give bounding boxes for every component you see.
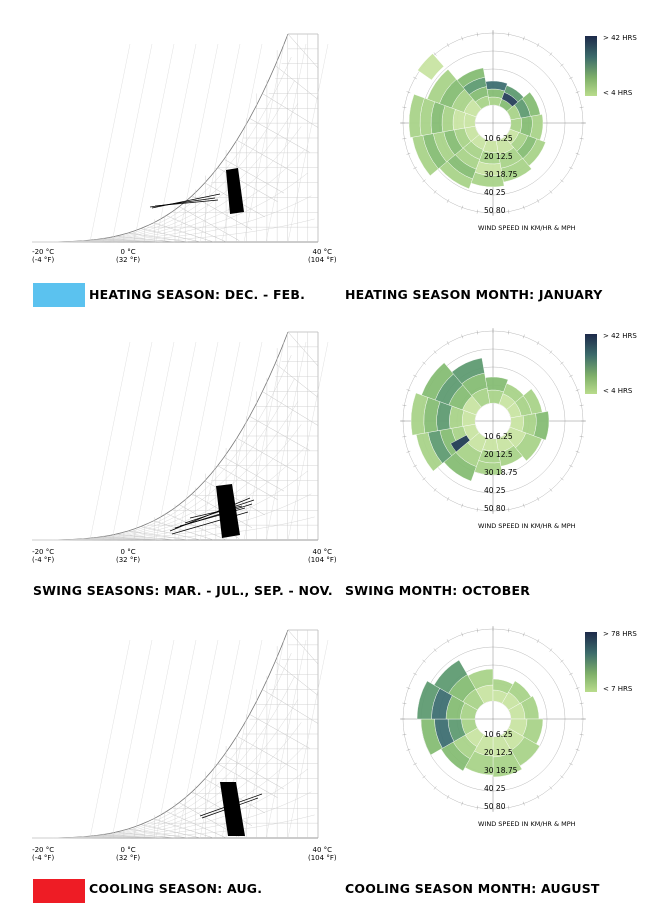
wind-rose-petal (456, 67, 486, 88)
ring-label: 30 18.75 (484, 170, 518, 179)
wind-rose-petal (433, 659, 468, 694)
wind-rose (400, 30, 586, 216)
wind-rose-petal (421, 362, 454, 401)
psychrometric-chart (32, 629, 329, 839)
hourly-lines (199, 793, 263, 819)
legend-color-bar (585, 36, 597, 96)
comfort-zone-polygon (220, 782, 245, 836)
temp-tick-0: 0 °C (32 °F) (116, 846, 141, 862)
month-caption: SWING MONTH: OCTOBER (345, 583, 531, 598)
temp-tick-minus20: -20 °C (-4 °F) (32, 548, 55, 564)
wind-speed-caption: WIND SPEED IN KM/HR & MPH (478, 224, 576, 232)
wind-rose-petal (410, 392, 429, 436)
legend-color-bar (585, 632, 597, 692)
temp-tick-40: 40 °C (104 °F) (308, 846, 337, 862)
psychrometric-grid (32, 33, 329, 243)
wind-rose-petal (426, 69, 457, 104)
legend-low-label: < 4 HRS (603, 89, 633, 97)
season-caption: HEATING SEASON: DEC. - FEB. (89, 287, 306, 302)
season-caption: COOLING SEASON: AUG. (89, 881, 263, 896)
ring-label: 10 6.25 (484, 730, 513, 739)
legend-low-label: < 4 HRS (603, 387, 633, 395)
cooling-panel: -20 °C (-4 °F) 0 °C (32 °F) 40 °C (104 °F) … (0, 596, 650, 903)
wind-rose-petal (408, 94, 425, 138)
temp-tick-40: 40 °C (104 °F) (308, 548, 337, 564)
wind-rose-petal (416, 680, 441, 720)
hours-legend: > 42 HRS < 4 HRS (585, 34, 650, 106)
temp-tick-0: 0 °C (32 °F) (116, 248, 141, 264)
ring-label: 40 25 (484, 784, 506, 793)
wind-rose-petal (436, 401, 453, 432)
wind-speed-caption: WIND SPEED IN KM/HR & MPH (478, 522, 576, 530)
legend-low-label: < 7 HRS (603, 685, 633, 693)
legend-color-bar (585, 334, 597, 394)
psychrometric-chart (32, 331, 329, 541)
season-color-swatch (33, 879, 85, 903)
wind-speed-caption: WIND SPEED IN KM/HR & MPH (478, 820, 576, 828)
wind-rose-petal (485, 80, 508, 92)
ring-label: 20 12.5 (484, 450, 513, 459)
month-caption: HEATING SEASON MONTH: JANUARY (345, 287, 603, 302)
comfort-zone-polygon (226, 168, 244, 214)
season-caption: SWING SEASONS: MAR. - JUL., SEP. - NOV. (33, 583, 333, 598)
wind-rose-petal (533, 411, 550, 441)
ring-label: 20 12.5 (484, 152, 513, 161)
ring-label: 20 12.5 (484, 748, 513, 757)
wind-rose-petal (485, 376, 509, 393)
temp-tick-40: 40 °C (104 °F) (308, 248, 337, 264)
wind-rose-petals (416, 659, 544, 778)
wind-rose-petal (492, 751, 523, 778)
wind-rose (400, 626, 586, 812)
wind-rose-petals (408, 53, 546, 190)
ring-label: 30 18.75 (484, 468, 518, 477)
wind-rose-petal (464, 750, 494, 776)
wind-rose (400, 328, 586, 514)
ring-label: 30 18.75 (484, 766, 518, 775)
ring-label: 50 80 (484, 504, 506, 513)
psychrometric-grid (32, 331, 329, 541)
hours-legend: > 42 HRS < 4 HRS (585, 332, 650, 404)
wind-rose-petal (474, 460, 503, 476)
ring-label: 10 6.25 (484, 432, 513, 441)
temp-tick-0: 0 °C (32 °F) (116, 548, 141, 564)
ring-label: 40 25 (484, 486, 506, 495)
wind-rose-petal (515, 432, 543, 462)
hourly-lines (169, 497, 255, 535)
wind-rose-petal (417, 53, 445, 81)
wind-rose-petals (410, 357, 550, 482)
psychrometric-grid (32, 629, 329, 839)
ring-label: 50 80 (484, 206, 506, 215)
wind-rose-petal (486, 88, 505, 99)
ring-label: 40 25 (484, 188, 506, 197)
season-color-swatch (33, 283, 85, 307)
wind-rose-petal (470, 172, 505, 188)
legend-high-label: > 42 HRS (603, 332, 637, 340)
wind-rose-petal (450, 434, 471, 453)
legend-high-label: > 42 HRS (603, 34, 637, 42)
psychrometric-chart (32, 33, 329, 243)
wind-rose-petal (451, 357, 485, 385)
swing-panel: -20 °C (-4 °F) 0 °C (32 °F) 40 °C (104 °F) … (0, 298, 650, 598)
ring-label: 50 80 (484, 802, 506, 811)
heating-panel: -20 °C (-4 °F) 0 °C (32 °F) 40 °C (104 °F) … (0, 0, 650, 307)
hourly-lines (149, 193, 221, 209)
wind-rose-petal (467, 668, 494, 690)
comfort-zone-polygon (216, 484, 240, 538)
hours-legend: > 78 HRS < 7 HRS (585, 630, 650, 702)
legend-high-label: > 78 HRS (603, 630, 637, 638)
temp-tick-minus20: -20 °C (-4 °F) (32, 846, 55, 862)
temp-tick-minus20: -20 °C (-4 °F) (32, 248, 55, 264)
month-caption: COOLING SEASON MONTH: AUGUST (345, 881, 600, 896)
ring-label: 10 6.25 (484, 134, 513, 143)
